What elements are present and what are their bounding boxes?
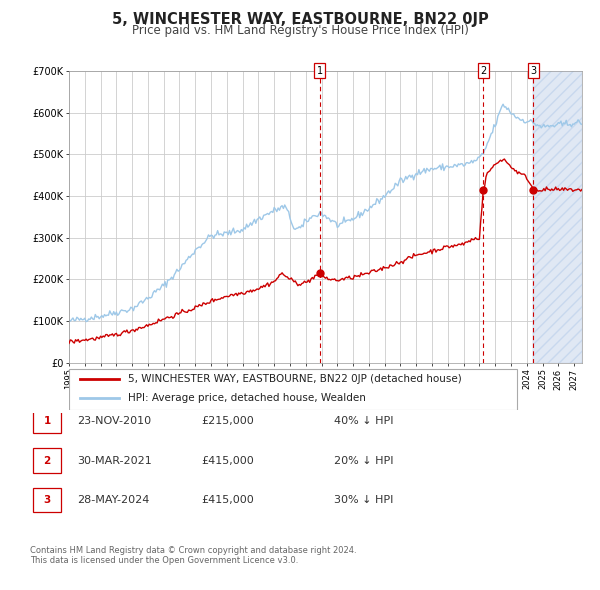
Text: HPI: Average price, detached house, Wealden: HPI: Average price, detached house, Weal… (128, 394, 365, 404)
Text: 40% ↓ HPI: 40% ↓ HPI (334, 416, 393, 426)
Text: 23-NOV-2010: 23-NOV-2010 (77, 416, 151, 426)
Text: £415,000: £415,000 (201, 455, 254, 466)
Text: 30-MAR-2021: 30-MAR-2021 (77, 455, 152, 466)
Text: Price paid vs. HM Land Registry's House Price Index (HPI): Price paid vs. HM Land Registry's House … (131, 24, 469, 37)
FancyBboxPatch shape (33, 448, 61, 473)
FancyBboxPatch shape (33, 488, 61, 513)
Text: 30% ↓ HPI: 30% ↓ HPI (334, 495, 393, 505)
Text: Contains HM Land Registry data © Crown copyright and database right 2024.
This d: Contains HM Land Registry data © Crown c… (30, 546, 356, 565)
Text: 20% ↓ HPI: 20% ↓ HPI (334, 455, 393, 466)
Text: 5, WINCHESTER WAY, EASTBOURNE, BN22 0JP (detached house): 5, WINCHESTER WAY, EASTBOURNE, BN22 0JP … (128, 374, 461, 384)
Bar (533, 71, 582, 363)
Text: 3: 3 (530, 66, 536, 76)
Bar (533, 71, 582, 363)
Text: 1: 1 (43, 416, 51, 426)
Text: 5, WINCHESTER WAY, EASTBOURNE, BN22 0JP: 5, WINCHESTER WAY, EASTBOURNE, BN22 0JP (112, 12, 488, 27)
Text: 28-MAY-2024: 28-MAY-2024 (77, 495, 149, 505)
Text: 2: 2 (43, 455, 51, 466)
Text: 3: 3 (43, 495, 51, 505)
FancyBboxPatch shape (33, 409, 61, 433)
Text: £415,000: £415,000 (201, 495, 254, 505)
Text: £215,000: £215,000 (201, 416, 254, 426)
FancyBboxPatch shape (69, 369, 517, 410)
Text: 2: 2 (480, 66, 487, 76)
Text: 1: 1 (317, 66, 323, 76)
